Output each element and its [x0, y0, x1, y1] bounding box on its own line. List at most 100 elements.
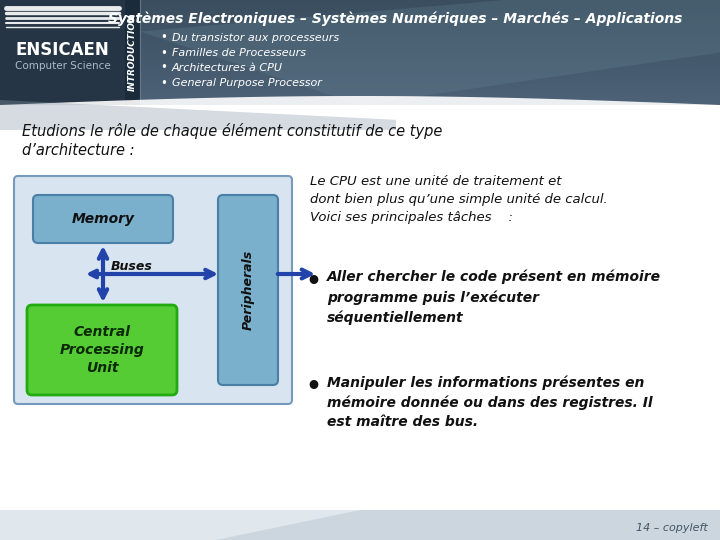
- Bar: [140, 2, 720, 3]
- Bar: [140, 23, 720, 24]
- Bar: [140, 76, 720, 77]
- Text: Central
Processing
Unit: Central Processing Unit: [60, 325, 145, 375]
- Bar: [140, 50, 720, 51]
- Bar: [140, 71, 720, 72]
- Bar: [140, 31, 720, 32]
- Bar: [140, 4, 720, 5]
- Bar: [140, 79, 720, 80]
- Bar: [140, 56, 720, 57]
- Bar: [140, 13, 720, 14]
- Bar: [140, 37, 720, 38]
- Bar: [140, 97, 720, 98]
- Bar: [0, 0, 720, 105]
- Bar: [140, 0, 720, 1]
- Bar: [140, 61, 720, 62]
- Bar: [140, 81, 720, 82]
- Bar: [140, 53, 720, 54]
- Text: Systèmes Electroniques – Systèmes Numériques – Marchés – Applications: Systèmes Electroniques – Systèmes Numéri…: [108, 12, 683, 26]
- Bar: [140, 34, 720, 35]
- Bar: [140, 78, 720, 79]
- FancyBboxPatch shape: [33, 195, 173, 243]
- Bar: [140, 47, 720, 48]
- Bar: [140, 94, 720, 95]
- Bar: [140, 69, 720, 70]
- Bar: [140, 99, 720, 100]
- FancyBboxPatch shape: [218, 195, 278, 385]
- Bar: [140, 91, 720, 92]
- Text: 14 – copyleft: 14 – copyleft: [636, 523, 708, 533]
- Bar: [140, 7, 720, 8]
- Bar: [140, 90, 720, 91]
- Bar: [0, 510, 720, 540]
- Bar: [140, 70, 720, 71]
- Bar: [140, 89, 720, 90]
- Bar: [140, 82, 720, 83]
- Text: •: •: [160, 62, 167, 75]
- Text: Memory: Memory: [71, 212, 135, 226]
- Bar: [140, 19, 720, 20]
- Bar: [140, 85, 720, 86]
- Bar: [140, 57, 720, 58]
- Bar: [140, 29, 720, 30]
- Bar: [140, 77, 720, 78]
- Bar: [140, 63, 720, 64]
- Text: Computer Science: Computer Science: [14, 61, 110, 71]
- Text: Le CPU est une unité de traitement et
dont bien plus qu’une simple unité de calc: Le CPU est une unité de traitement et do…: [310, 175, 608, 224]
- Bar: [140, 103, 720, 104]
- Bar: [140, 83, 720, 84]
- Bar: [140, 52, 720, 53]
- Bar: [140, 21, 720, 22]
- Bar: [140, 17, 720, 18]
- Bar: [140, 15, 720, 16]
- Text: ENSICAEN: ENSICAEN: [16, 41, 109, 59]
- Text: Peripherals: Peripherals: [241, 250, 254, 330]
- Bar: [140, 12, 720, 13]
- Bar: [140, 54, 720, 55]
- Bar: [140, 40, 720, 41]
- Bar: [140, 36, 720, 37]
- Bar: [140, 45, 720, 46]
- Bar: [140, 64, 720, 65]
- Text: General Purpose Processor: General Purpose Processor: [172, 78, 322, 88]
- Bar: [125, 0, 140, 105]
- FancyBboxPatch shape: [14, 176, 292, 404]
- Bar: [140, 58, 720, 59]
- Bar: [140, 101, 720, 102]
- Text: •: •: [160, 77, 167, 90]
- Text: Manipuler les informations présentes en
mémoire donnée ou dans des registres. Il: Manipuler les informations présentes en …: [327, 375, 652, 429]
- Text: d’architecture :: d’architecture :: [22, 143, 135, 158]
- Bar: [140, 74, 720, 75]
- Bar: [140, 65, 720, 66]
- Bar: [140, 84, 720, 85]
- Bar: [140, 80, 720, 81]
- Bar: [140, 46, 720, 47]
- Bar: [140, 60, 720, 61]
- Bar: [140, 41, 720, 42]
- Bar: [140, 55, 720, 56]
- Text: Etudions le rôle de chaque élément constitutif de ce type: Etudions le rôle de chaque élément const…: [22, 123, 442, 139]
- Bar: [140, 67, 720, 68]
- Bar: [140, 6, 720, 7]
- Bar: [140, 66, 720, 67]
- Bar: [140, 44, 720, 45]
- Text: Familles de Processeurs: Familles de Processeurs: [172, 48, 306, 58]
- FancyBboxPatch shape: [27, 305, 177, 395]
- Bar: [140, 14, 720, 15]
- Bar: [140, 43, 720, 44]
- Bar: [140, 75, 720, 76]
- Text: •: •: [305, 270, 321, 294]
- Bar: [140, 38, 720, 39]
- Polygon shape: [0, 96, 720, 113]
- Bar: [140, 5, 720, 6]
- Bar: [140, 30, 720, 31]
- Bar: [140, 27, 720, 28]
- Text: Du transistor aux processeurs: Du transistor aux processeurs: [172, 33, 339, 43]
- Bar: [140, 62, 720, 63]
- Bar: [140, 51, 720, 52]
- Polygon shape: [140, 0, 720, 105]
- Polygon shape: [216, 510, 720, 540]
- Bar: [140, 87, 720, 88]
- Bar: [140, 11, 720, 12]
- Bar: [140, 18, 720, 19]
- Bar: [140, 102, 720, 103]
